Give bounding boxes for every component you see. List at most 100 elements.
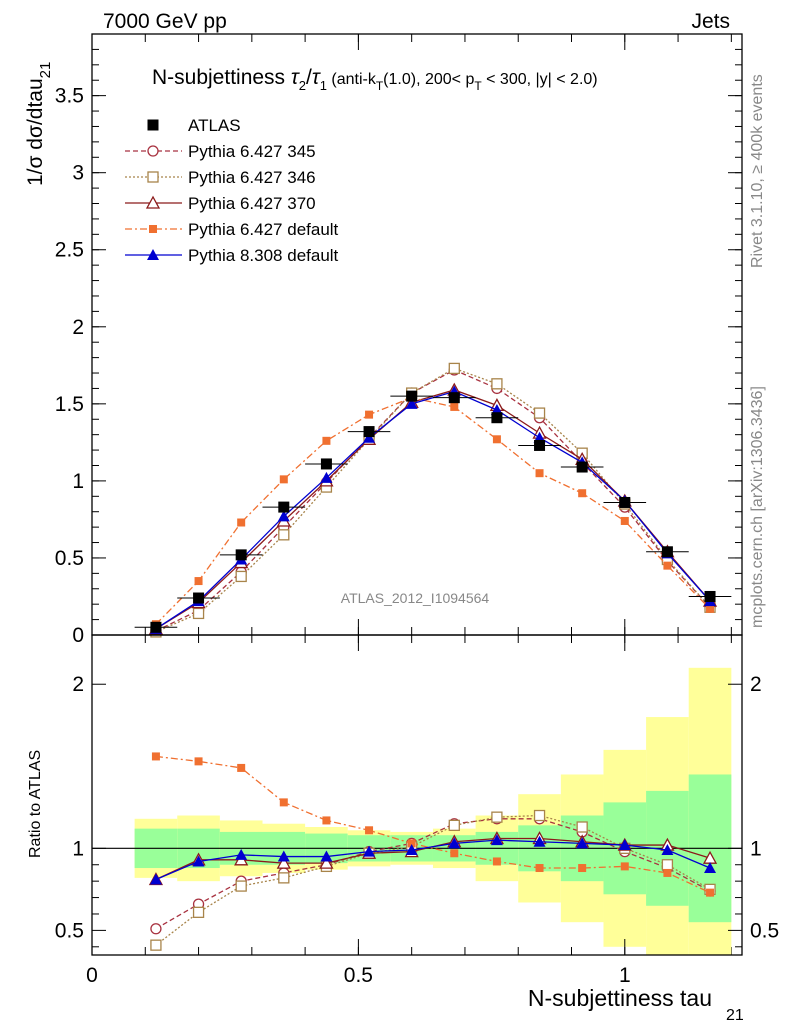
series-point <box>578 489 587 498</box>
series-point <box>405 397 418 409</box>
ratio-point <box>192 906 205 918</box>
ratio-point <box>578 864 587 873</box>
y-tick-label: 0.5 <box>55 547 84 570</box>
legend-label: Pythia 6.427 345 <box>188 142 316 161</box>
data-point <box>491 412 503 424</box>
data-point <box>406 390 418 402</box>
ratio-point <box>407 839 416 848</box>
series-point <box>363 431 376 443</box>
series-point <box>663 561 672 570</box>
ratio-point <box>663 868 672 877</box>
title-rest2: (1.0), 200< p <box>383 71 474 88</box>
series-point <box>235 570 247 583</box>
ratio-y-tick-label: 0.5 <box>55 919 84 942</box>
ratio-point <box>235 880 247 892</box>
legend-marker <box>147 119 159 131</box>
x-tick-label: 1 <box>619 964 631 987</box>
title-subT2: T <box>474 79 482 93</box>
legend-item: Pythia 6.427 345 <box>125 142 316 161</box>
legend-label: Pythia 8.308 default <box>188 246 339 265</box>
y-tick-label: 0 <box>72 624 84 647</box>
data-point <box>534 439 546 451</box>
analysis-watermark: ATLAS_2012_I1094564 <box>341 590 490 606</box>
ratio-series-3 <box>151 752 715 897</box>
y-axis-label-main: 1/σ dσ/dtau <box>24 78 47 186</box>
ratio-point <box>576 821 588 833</box>
ratio-frame <box>91 634 743 956</box>
y-tick-label: 1.5 <box>55 393 84 416</box>
legend-label: Pythia 6.427 370 <box>188 194 316 213</box>
legend-marker <box>147 145 159 157</box>
title-main: N-subjettiness <box>152 66 291 89</box>
ratio-line <box>155 818 711 930</box>
ratio-point <box>237 763 246 772</box>
ratio-line <box>155 755 711 894</box>
ratio-point <box>491 811 503 823</box>
legend-item: Pythia 6.427 346 <box>125 168 316 187</box>
ratio-y-tick-label-right: 1 <box>750 837 762 860</box>
y-axis-label-sub: 21 <box>37 62 54 79</box>
series-point <box>192 607 205 620</box>
ratio-point <box>235 848 248 860</box>
ratio-point <box>151 752 160 761</box>
ratio-point <box>706 888 715 897</box>
ratio-panel: 0.5 0.51 12 20 0.5 1 <box>55 634 779 987</box>
legend-item: Pythia 6.427 default <box>125 220 339 239</box>
ratio-point <box>704 862 717 874</box>
ratio-series-4 <box>149 834 717 885</box>
series-line <box>155 369 711 632</box>
ratio-point <box>319 855 334 869</box>
data-point <box>320 458 332 470</box>
ratio-y-tick-label-right: 2 <box>750 673 762 696</box>
series-point <box>620 516 629 525</box>
series-point <box>278 529 290 541</box>
svg-text:1/σ dσ/dtau21: 1/σ dσ/dtau21 <box>24 62 54 186</box>
ratio-point <box>533 809 546 822</box>
ratio-point <box>149 873 162 885</box>
ratio-point <box>363 845 376 857</box>
y-tick-label: 1 <box>72 470 84 493</box>
series-point <box>279 475 288 484</box>
legend-label: Pythia 6.427 346 <box>188 168 316 187</box>
legend-item: Pythia 8.308 default <box>125 246 339 265</box>
ratio-line <box>155 839 711 881</box>
title-sub1: 1 <box>320 78 327 93</box>
data-point <box>363 426 375 438</box>
y-tick-label: 2.5 <box>55 239 84 262</box>
title-tau2: τ <box>291 66 300 89</box>
series-point <box>320 471 333 483</box>
legend-marker <box>147 249 159 260</box>
legend: ATLAS Pythia 6.427 345 Pythia 6.427 346 Pyt… <box>125 116 339 265</box>
series-point <box>237 518 246 527</box>
x-axis-label-main: N-subjettiness tau <box>528 985 712 1011</box>
data-point <box>619 496 631 508</box>
ratio-point <box>448 819 460 832</box>
series-line <box>155 367 711 633</box>
ratio-point <box>492 857 501 866</box>
rivet-label: Rivet 3.1.10, ≥ 400k events <box>749 74 766 268</box>
title-subT1: T <box>376 79 384 93</box>
ratio-point <box>405 843 418 855</box>
ratio-point <box>576 837 589 849</box>
y-tick-label: 3 <box>72 162 84 185</box>
ratio-point <box>150 923 162 935</box>
series-point <box>194 577 203 586</box>
data-point <box>150 621 162 633</box>
series-point <box>492 435 501 444</box>
ratio-point <box>279 798 288 807</box>
ratio-point <box>320 850 333 862</box>
title-sub2: 2 <box>299 78 306 93</box>
ratio-point <box>194 757 203 766</box>
legend-marker <box>149 225 157 233</box>
ratio-point <box>322 816 331 825</box>
ratio-point <box>490 834 503 846</box>
legend-marker <box>145 195 161 209</box>
series-point <box>706 604 715 613</box>
ratio-y-tick-label: 1 <box>72 837 84 860</box>
data-point <box>448 392 460 404</box>
series-point <box>533 407 546 419</box>
series-line <box>155 397 711 625</box>
legend-label: Pythia 6.427 default <box>188 220 339 239</box>
series-point <box>365 410 374 419</box>
